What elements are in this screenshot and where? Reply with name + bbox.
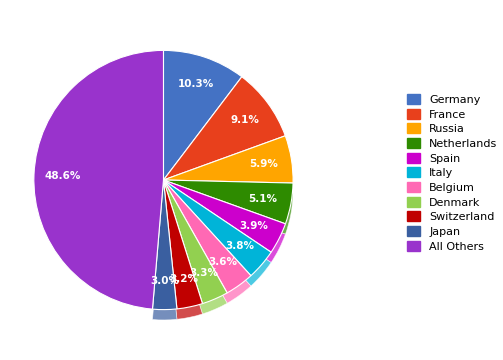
Wedge shape xyxy=(152,190,177,320)
Wedge shape xyxy=(163,180,203,309)
Text: 5.1%: 5.1% xyxy=(248,194,277,203)
Wedge shape xyxy=(163,180,271,276)
Wedge shape xyxy=(152,180,177,310)
Wedge shape xyxy=(163,180,285,252)
Text: 48.6%: 48.6% xyxy=(44,171,80,181)
Text: 3.6%: 3.6% xyxy=(208,257,237,267)
Text: 3.0%: 3.0% xyxy=(150,276,179,286)
Text: 9.1%: 9.1% xyxy=(230,115,260,125)
Wedge shape xyxy=(163,190,251,303)
Text: 3.2%: 3.2% xyxy=(170,274,199,284)
Wedge shape xyxy=(163,50,242,180)
Wedge shape xyxy=(34,50,163,309)
Wedge shape xyxy=(163,190,203,319)
Legend: Germany, France, Russia, Netherlands, Spain, Italy, Belgium, Denmark, Switzerlan: Germany, France, Russia, Netherlands, Sp… xyxy=(407,94,497,252)
Wedge shape xyxy=(163,190,227,314)
Text: 5.9%: 5.9% xyxy=(249,159,278,169)
Text: 3.3%: 3.3% xyxy=(189,268,218,278)
Text: 10.3%: 10.3% xyxy=(178,79,214,89)
Text: 3.8%: 3.8% xyxy=(226,241,255,251)
Wedge shape xyxy=(163,190,271,286)
Wedge shape xyxy=(163,136,293,183)
Wedge shape xyxy=(163,180,227,303)
Wedge shape xyxy=(163,190,293,234)
Wedge shape xyxy=(163,180,251,293)
Wedge shape xyxy=(163,180,293,224)
Wedge shape xyxy=(163,77,285,180)
Wedge shape xyxy=(163,190,285,262)
Text: 3.9%: 3.9% xyxy=(239,221,268,231)
